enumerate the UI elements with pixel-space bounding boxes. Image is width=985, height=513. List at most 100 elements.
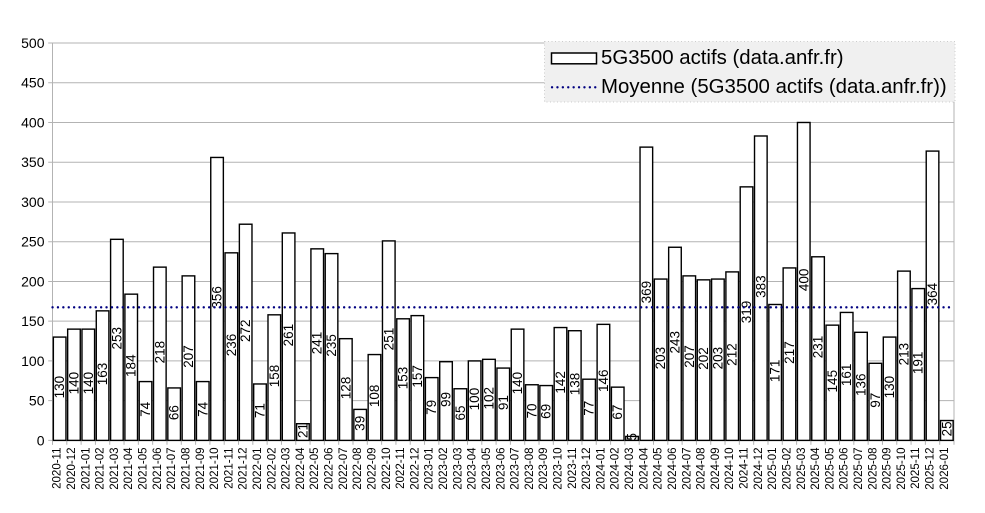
- svg-text:2023-04: 2023-04: [467, 447, 479, 490]
- svg-text:2025-11: 2025-11: [910, 448, 922, 489]
- svg-text:500: 500: [21, 35, 45, 51]
- svg-text:2022-10: 2022-10: [381, 448, 393, 490]
- svg-text:218: 218: [152, 341, 167, 364]
- svg-text:2024-01: 2024-01: [595, 448, 607, 490]
- svg-text:2025-08: 2025-08: [867, 448, 879, 490]
- svg-text:2023-10: 2023-10: [552, 448, 564, 490]
- svg-text:2023-11: 2023-11: [567, 448, 579, 489]
- svg-text:450: 450: [21, 75, 45, 91]
- svg-text:71: 71: [252, 403, 267, 418]
- svg-text:2023-01: 2023-01: [424, 448, 436, 490]
- svg-text:171: 171: [768, 360, 783, 383]
- svg-text:250: 250: [21, 234, 45, 250]
- svg-text:108: 108: [367, 385, 382, 408]
- svg-text:146: 146: [596, 370, 611, 393]
- svg-text:2024-08: 2024-08: [696, 448, 708, 490]
- svg-text:236: 236: [224, 334, 239, 357]
- svg-text:2021-07: 2021-07: [166, 448, 178, 490]
- svg-text:400: 400: [796, 269, 811, 292]
- svg-text:212: 212: [725, 343, 740, 366]
- svg-text:2025-06: 2025-06: [839, 448, 851, 490]
- svg-text:2024-07: 2024-07: [681, 448, 693, 490]
- svg-text:2025-01: 2025-01: [767, 448, 779, 490]
- svg-text:2023-05: 2023-05: [481, 448, 493, 490]
- svg-text:231: 231: [811, 336, 826, 359]
- svg-text:200: 200: [21, 273, 45, 289]
- svg-text:2024-04: 2024-04: [638, 447, 650, 490]
- svg-text:Moyenne (5G3500 actifs (data.a: Moyenne (5G3500 actifs (data.anfr.fr)): [601, 76, 947, 98]
- svg-text:2023-07: 2023-07: [510, 448, 522, 490]
- svg-text:2021-01: 2021-01: [80, 448, 92, 490]
- svg-text:97: 97: [868, 393, 883, 408]
- svg-text:158: 158: [267, 365, 282, 388]
- svg-text:2026-01: 2026-01: [939, 448, 951, 490]
- svg-text:153: 153: [396, 367, 411, 390]
- svg-text:2021-02: 2021-02: [95, 448, 107, 490]
- svg-text:77: 77: [582, 401, 597, 416]
- svg-text:241: 241: [310, 332, 325, 355]
- svg-text:140: 140: [66, 372, 81, 395]
- svg-text:184: 184: [124, 354, 139, 377]
- svg-text:140: 140: [81, 372, 96, 395]
- svg-text:2022-09: 2022-09: [366, 448, 378, 490]
- svg-text:202: 202: [696, 347, 711, 370]
- svg-text:102: 102: [481, 387, 496, 410]
- svg-text:2024-02: 2024-02: [610, 448, 622, 490]
- svg-text:2024-05: 2024-05: [653, 448, 665, 490]
- svg-text:100: 100: [467, 388, 482, 411]
- svg-text:157: 157: [410, 365, 425, 388]
- svg-text:142: 142: [553, 371, 568, 394]
- svg-text:2025-05: 2025-05: [824, 448, 836, 490]
- svg-text:2025-12: 2025-12: [925, 448, 937, 490]
- svg-text:65: 65: [453, 405, 468, 420]
- svg-text:203: 203: [710, 347, 725, 370]
- svg-text:25: 25: [939, 421, 954, 436]
- svg-text:2022-01: 2022-01: [252, 448, 264, 490]
- svg-text:235: 235: [324, 334, 339, 357]
- svg-text:2022-11: 2022-11: [395, 448, 407, 489]
- svg-text:39: 39: [353, 416, 368, 431]
- svg-text:2023-03: 2023-03: [452, 448, 464, 490]
- svg-text:2025-04: 2025-04: [810, 447, 822, 490]
- svg-text:70: 70: [524, 403, 539, 418]
- svg-text:150: 150: [21, 313, 45, 329]
- svg-text:2024-11: 2024-11: [739, 448, 751, 489]
- svg-text:2021-09: 2021-09: [195, 448, 207, 490]
- svg-text:2025-09: 2025-09: [882, 448, 894, 490]
- svg-text:140: 140: [510, 372, 525, 395]
- svg-text:2025-10: 2025-10: [896, 448, 908, 490]
- svg-text:145: 145: [825, 370, 840, 393]
- svg-text:2021-03: 2021-03: [109, 448, 121, 490]
- svg-text:50: 50: [29, 393, 45, 409]
- svg-text:136: 136: [853, 373, 868, 396]
- svg-text:251: 251: [381, 328, 396, 351]
- svg-text:138: 138: [567, 373, 582, 396]
- svg-text:2023-08: 2023-08: [524, 448, 536, 490]
- svg-text:369: 369: [639, 281, 654, 304]
- svg-text:130: 130: [52, 376, 67, 399]
- svg-text:130: 130: [882, 376, 897, 399]
- svg-text:400: 400: [21, 114, 45, 130]
- svg-text:2020-11: 2020-11: [52, 448, 64, 489]
- svg-text:79: 79: [424, 400, 439, 415]
- svg-text:100: 100: [21, 353, 45, 369]
- svg-text:2024-06: 2024-06: [667, 448, 679, 490]
- svg-text:2023-06: 2023-06: [495, 448, 507, 490]
- svg-text:5G3500 actifs (data.anfr.fr): 5G3500 actifs (data.anfr.fr): [601, 47, 844, 69]
- svg-text:2022-05: 2022-05: [309, 448, 321, 490]
- svg-text:213: 213: [896, 343, 911, 366]
- svg-text:261: 261: [281, 324, 296, 347]
- svg-text:383: 383: [753, 275, 768, 298]
- svg-text:2024-10: 2024-10: [724, 448, 736, 490]
- svg-text:272: 272: [238, 319, 253, 342]
- svg-text:74: 74: [138, 401, 153, 417]
- svg-text:67: 67: [610, 405, 625, 420]
- svg-text:5: 5: [625, 433, 640, 441]
- svg-text:69: 69: [539, 404, 554, 419]
- svg-text:2022-12: 2022-12: [409, 448, 421, 490]
- svg-text:2022-08: 2022-08: [352, 448, 364, 490]
- svg-text:2022-07: 2022-07: [338, 448, 350, 490]
- svg-text:191: 191: [911, 352, 926, 375]
- svg-text:66: 66: [167, 405, 182, 420]
- svg-text:2021-10: 2021-10: [209, 448, 221, 490]
